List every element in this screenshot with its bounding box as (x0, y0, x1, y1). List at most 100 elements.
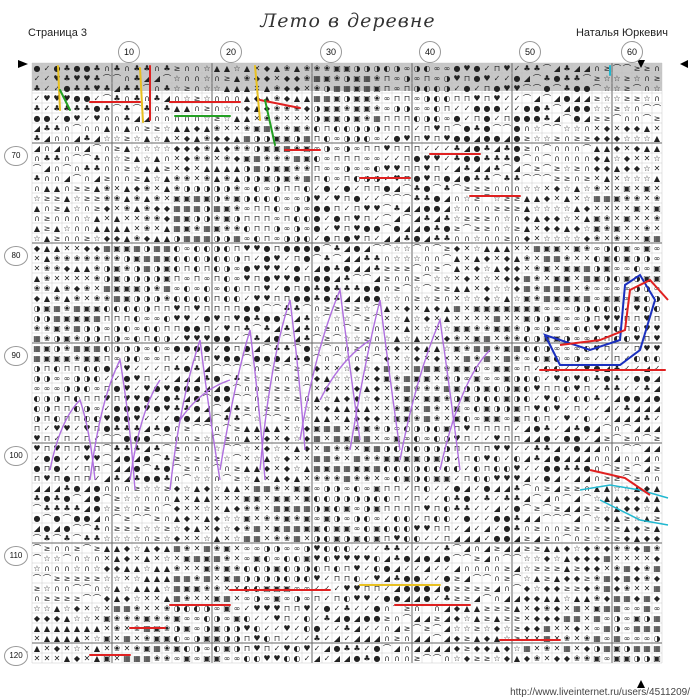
svg-text:≥: ≥ (534, 504, 541, 513)
svg-text:♥: ♥ (633, 304, 640, 313)
svg-text:✕: ✕ (574, 254, 581, 263)
svg-text:♥: ♥ (283, 274, 290, 283)
svg-text:∩: ∩ (494, 214, 500, 223)
svg-text:◢: ◢ (434, 554, 441, 563)
svg-text:▲: ▲ (594, 484, 601, 493)
svg-text:⊓: ⊓ (414, 494, 420, 503)
svg-text:▣: ▣ (223, 204, 231, 213)
svg-text:∞: ∞ (364, 154, 371, 163)
svg-text:◢: ◢ (34, 144, 41, 153)
svg-text:◆: ◆ (584, 554, 591, 563)
svg-text:♣: ♣ (133, 444, 140, 453)
svg-text:✓: ✓ (234, 334, 241, 343)
svg-text:●: ● (424, 594, 431, 603)
svg-text:⊓: ⊓ (104, 334, 110, 343)
svg-text:☆: ☆ (403, 354, 410, 363)
svg-text:◐: ◐ (214, 264, 221, 273)
svg-text:▦: ▦ (363, 84, 371, 93)
svg-text:▣: ▣ (213, 654, 221, 663)
svg-text:▲: ▲ (364, 384, 371, 393)
svg-text:∩: ∩ (114, 124, 120, 133)
svg-text:▣: ▣ (553, 244, 561, 253)
svg-text:❀: ❀ (564, 254, 571, 263)
svg-text:●: ● (54, 454, 61, 463)
svg-text:✕: ✕ (394, 364, 401, 373)
svg-text:◑: ◑ (84, 334, 91, 343)
svg-text:∞: ∞ (114, 354, 121, 363)
svg-text:♥: ♥ (653, 344, 660, 353)
svg-text:▲: ▲ (234, 74, 241, 83)
svg-text:◐: ◐ (644, 304, 651, 313)
svg-text:⊓: ⊓ (264, 644, 270, 653)
svg-text:▣: ▣ (353, 104, 361, 113)
svg-text:✕: ✕ (234, 584, 241, 593)
svg-text:∩: ∩ (494, 554, 500, 563)
svg-text:☆: ☆ (123, 534, 130, 543)
svg-text:●: ● (104, 364, 111, 373)
svg-text:✕: ✕ (564, 624, 571, 633)
svg-text:◆: ◆ (264, 434, 271, 443)
svg-text:♥: ♥ (493, 474, 500, 483)
svg-text:⊓: ⊓ (94, 464, 100, 473)
svg-text:◆: ◆ (554, 654, 561, 663)
svg-text:◢: ◢ (114, 464, 121, 473)
svg-text:▲: ▲ (544, 544, 551, 553)
svg-text:◑: ◑ (544, 344, 551, 353)
svg-text:✕: ✕ (34, 254, 41, 263)
svg-text:∞: ∞ (564, 344, 571, 353)
svg-text:◐: ◐ (434, 114, 441, 123)
svg-text:⌒: ⌒ (163, 74, 171, 83)
svg-text:◑: ◑ (414, 84, 421, 93)
svg-text:▦: ▦ (573, 604, 581, 613)
svg-text:⌒: ⌒ (643, 114, 651, 123)
svg-text:∞: ∞ (414, 74, 421, 83)
svg-text:▣: ▣ (363, 94, 371, 103)
svg-text:∩: ∩ (314, 324, 320, 333)
svg-text:◑: ◑ (314, 114, 321, 123)
svg-text:◐: ◐ (174, 264, 181, 273)
svg-text:▲: ▲ (224, 484, 231, 493)
svg-text:≥: ≥ (604, 534, 611, 543)
svg-text:☆: ☆ (533, 584, 540, 593)
svg-text:▦: ▦ (653, 624, 661, 633)
svg-text:✓: ✓ (454, 454, 461, 463)
svg-text:∩: ∩ (384, 254, 390, 263)
svg-text:∞: ∞ (564, 314, 571, 323)
svg-text:▲: ▲ (254, 424, 261, 433)
svg-text:⌒: ⌒ (263, 414, 271, 423)
svg-text:◆: ◆ (504, 274, 511, 283)
svg-text:≥: ≥ (144, 124, 151, 133)
svg-text:◆: ◆ (304, 104, 311, 113)
svg-text:☆: ☆ (653, 84, 660, 93)
svg-text:∞: ∞ (474, 414, 481, 423)
svg-text:▣: ▣ (273, 164, 281, 173)
svg-text:☆: ☆ (503, 224, 510, 233)
svg-text:⌒: ⌒ (33, 554, 41, 563)
svg-text:≥: ≥ (44, 594, 51, 603)
svg-text:◆: ◆ (554, 604, 561, 613)
svg-text:◢: ◢ (644, 364, 651, 373)
svg-text:☆: ☆ (393, 314, 400, 323)
svg-text:◑: ◑ (314, 104, 321, 113)
svg-text:◆: ◆ (64, 264, 71, 273)
svg-text:❀: ❀ (104, 254, 111, 263)
svg-text:✕: ✕ (234, 554, 241, 563)
svg-text:✓: ✓ (484, 504, 491, 513)
svg-text:≥: ≥ (524, 134, 531, 143)
svg-text:▦: ▦ (343, 84, 351, 93)
svg-text:▣: ▣ (323, 104, 331, 113)
svg-text:▲: ▲ (654, 504, 661, 513)
svg-text:◑: ◑ (544, 324, 551, 333)
svg-text:⊓: ⊓ (284, 294, 290, 303)
svg-text:☆: ☆ (443, 274, 450, 283)
svg-text:◑: ◑ (214, 184, 221, 193)
svg-text:∩: ∩ (354, 354, 360, 363)
svg-text:✕: ✕ (644, 154, 651, 163)
svg-text:❀: ❀ (64, 324, 71, 333)
svg-text:◐: ◐ (534, 374, 541, 383)
svg-text:☆: ☆ (493, 654, 500, 663)
svg-text:◑: ◑ (144, 244, 151, 253)
svg-text:◆: ◆ (504, 644, 511, 653)
svg-text:●: ● (184, 364, 191, 373)
svg-text:✓: ✓ (334, 624, 341, 633)
